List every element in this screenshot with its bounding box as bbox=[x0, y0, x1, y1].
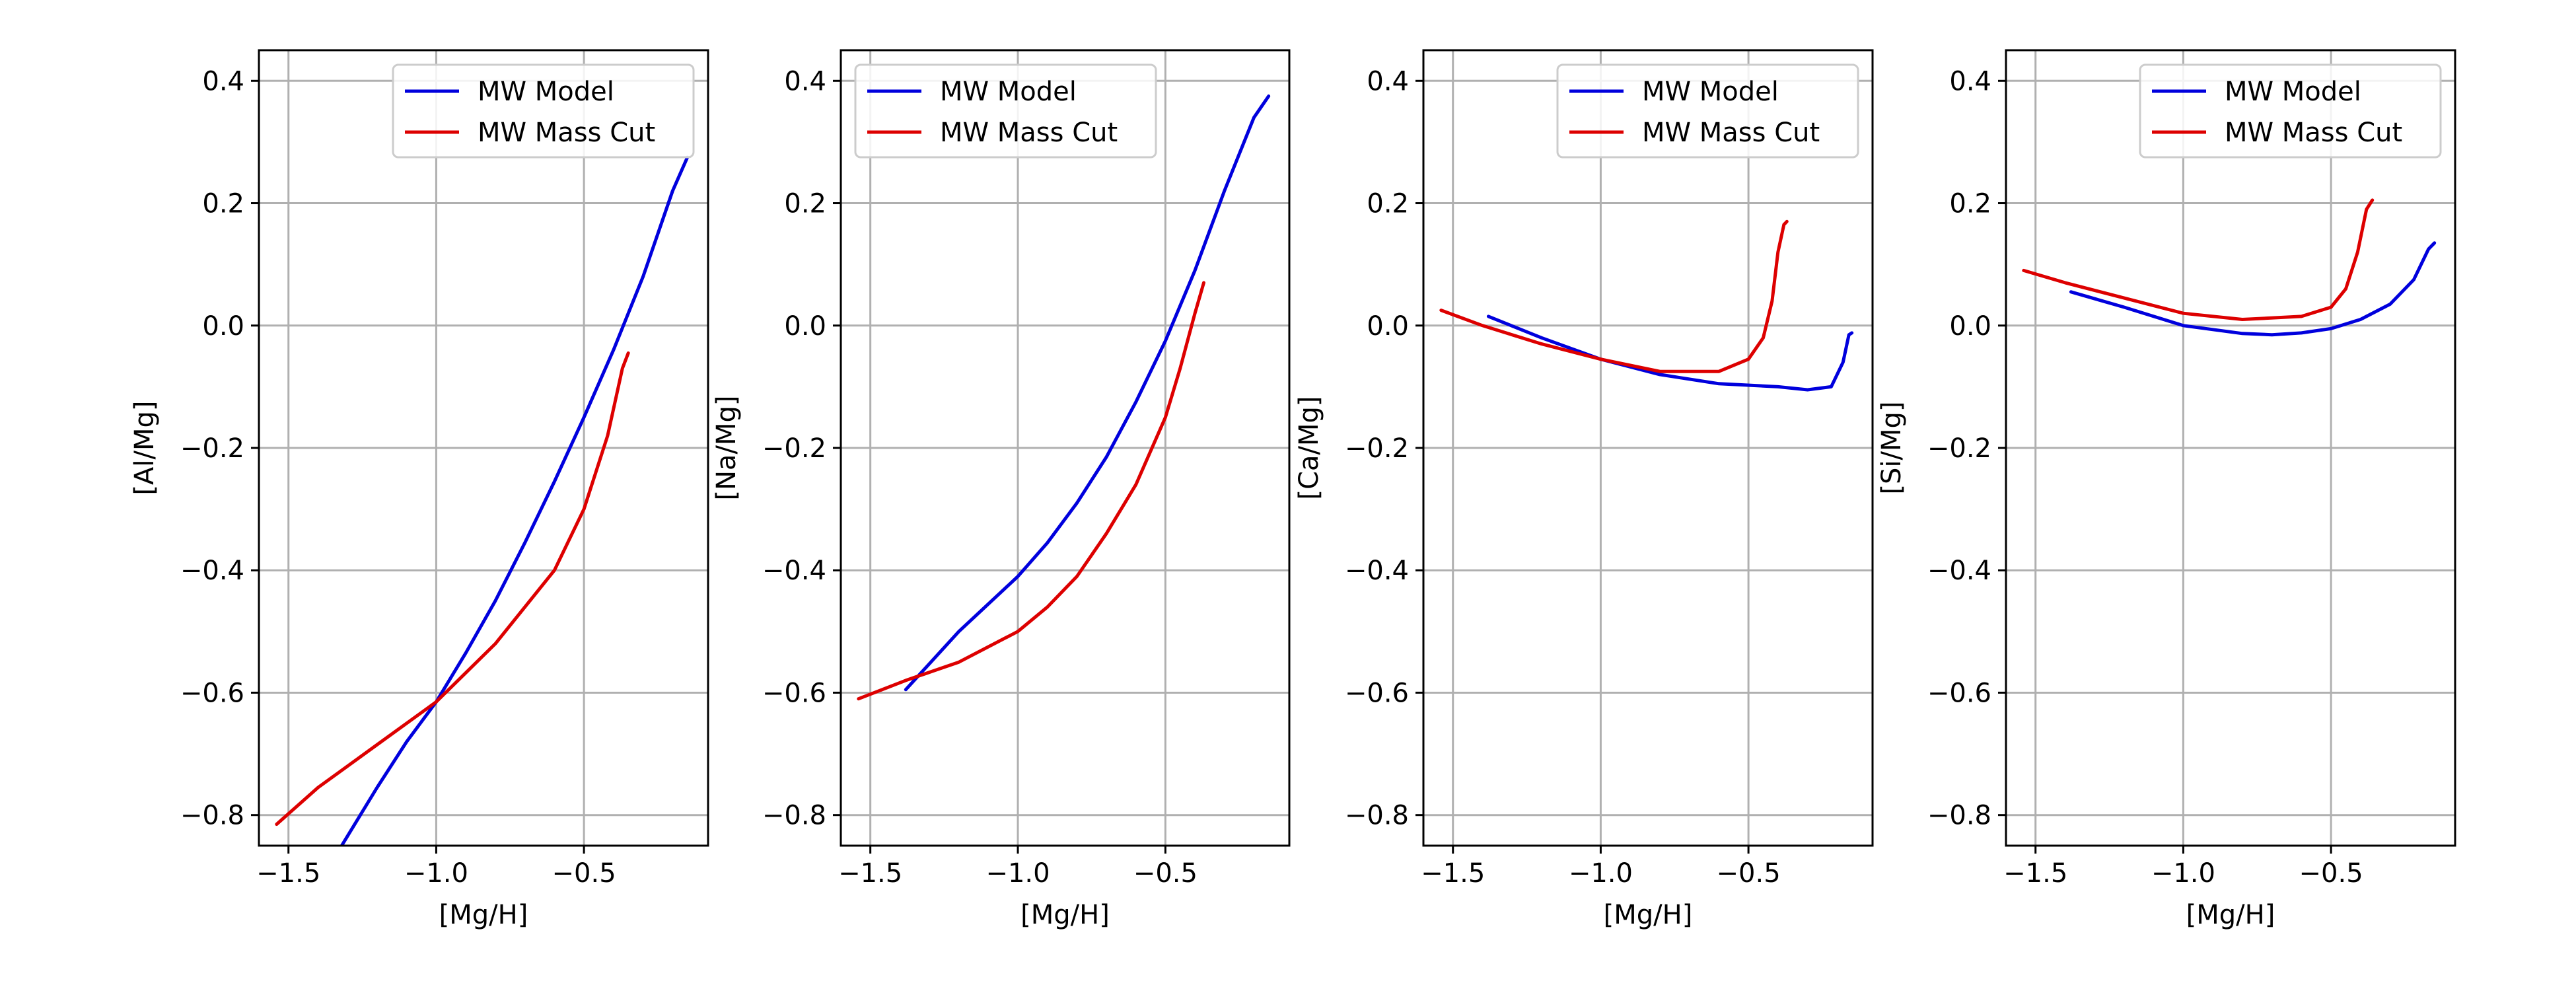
y-tick-label: −0.8 bbox=[1345, 801, 1409, 831]
legend-entry: MW Mass Cut bbox=[478, 118, 655, 148]
y-tick-label: −0.6 bbox=[762, 678, 826, 708]
y-tick-label: 0.4 bbox=[1949, 66, 1991, 96]
y-axis-label: [Ca/Mg] bbox=[1294, 396, 1324, 499]
legend-entry: MW Model bbox=[1642, 77, 1779, 107]
series-line-mw-mass-cut bbox=[1439, 219, 1789, 373]
x-tick-label: −1.5 bbox=[256, 858, 320, 889]
x-axis-label: [Mg/H] bbox=[1020, 900, 1110, 930]
x-tick-label: −0.5 bbox=[1133, 858, 1198, 889]
y-tick-label: 0.0 bbox=[1949, 311, 1991, 342]
legend: MW Model MW Mass Cut bbox=[854, 63, 1157, 159]
series-line-mw-mass-cut bbox=[2022, 198, 2375, 321]
series-line-mw-mass-cut bbox=[275, 351, 630, 826]
y-tick-label: 0.0 bbox=[784, 311, 826, 342]
legend-entry: MW Model bbox=[2225, 77, 2361, 107]
x-tick-label: −1.0 bbox=[404, 858, 468, 889]
y-tick-label: 0.2 bbox=[1367, 189, 1409, 219]
y-axis-label: [Na/Mg] bbox=[711, 395, 742, 500]
x-axis-label: [Mg/H] bbox=[2186, 900, 2275, 930]
y-tick-label: 0.4 bbox=[202, 66, 244, 96]
legend: MW Model MW Mass Cut bbox=[1556, 63, 1859, 159]
y-tick-label: −0.8 bbox=[762, 801, 826, 831]
y-tick-label: 0.2 bbox=[784, 189, 826, 219]
series-line-mw-model bbox=[1486, 314, 1854, 392]
y-tick-label: −0.4 bbox=[1927, 556, 1991, 586]
legend-box bbox=[2139, 63, 2442, 159]
legend-box bbox=[854, 63, 1157, 159]
y-tick-label: −0.4 bbox=[1345, 556, 1409, 586]
y-tick-label: −0.8 bbox=[180, 801, 244, 831]
y-tick-label: 0.4 bbox=[784, 66, 826, 96]
x-tick-label: −0.5 bbox=[1717, 858, 1781, 889]
y-tick-label: −0.2 bbox=[180, 433, 244, 464]
x-tick-label: −1.5 bbox=[1421, 858, 1485, 889]
x-tick-label: −1.5 bbox=[2003, 858, 2067, 889]
x-tick-label: −1.0 bbox=[2151, 858, 2215, 889]
y-tick-label: −0.4 bbox=[180, 556, 244, 586]
x-axis-label: [Mg/H] bbox=[1604, 900, 1693, 930]
y-tick-label: 0.2 bbox=[1949, 189, 1991, 219]
y-tick-label: −0.2 bbox=[762, 433, 826, 464]
y-tick-label: 0.0 bbox=[202, 311, 244, 342]
legend-entry: MW Mass Cut bbox=[940, 118, 1118, 148]
y-axis-label: [Si/Mg] bbox=[1877, 401, 1907, 494]
series-line-mw-mass-cut bbox=[857, 281, 1205, 701]
x-tick-label: −1.5 bbox=[838, 858, 902, 889]
x-tick-label: −0.5 bbox=[2299, 858, 2363, 889]
chart-panel-2: −1.5 −1.0 −0.5 −0.8 −0.6 −0.4 −0.2 0.0 0.2 0.4 [Mg… bbox=[711, 49, 1291, 930]
y-tick-label: −0.6 bbox=[180, 678, 244, 708]
y-axis-label: [Al/Mg] bbox=[129, 400, 160, 495]
legend-entry: MW Mass Cut bbox=[1642, 118, 1820, 148]
series-line-mw-model bbox=[2069, 241, 2437, 337]
y-tick-label: −0.6 bbox=[1927, 678, 1991, 708]
legend: MW Model MW Mass Cut bbox=[392, 63, 695, 159]
y-tick-label: −0.4 bbox=[762, 556, 826, 586]
chart-panel-3: −1.5 −1.0 −0.5 −0.8 −0.6 −0.4 −0.2 0.0 0.2 0.4 [Mg… bbox=[1294, 49, 1874, 930]
y-tick-label: −0.2 bbox=[1927, 433, 1991, 464]
legend-entry: MW Model bbox=[940, 77, 1077, 107]
legend-entry: MW Model bbox=[478, 77, 614, 107]
legend-box bbox=[392, 63, 695, 159]
y-tick-label: 0.4 bbox=[1367, 66, 1409, 96]
y-tick-label: 0.2 bbox=[202, 189, 244, 219]
y-tick-label: −0.2 bbox=[1345, 433, 1409, 464]
x-tick-label: −1.0 bbox=[985, 858, 1050, 889]
legend-box bbox=[1556, 63, 1859, 159]
x-tick-label: −1.0 bbox=[1569, 858, 1633, 889]
legend-entry: MW Mass Cut bbox=[2225, 118, 2402, 148]
series-line-mw-model bbox=[340, 155, 690, 846]
series-line-mw-model bbox=[904, 94, 1271, 692]
chart-panel-4: −1.5 −1.0 −0.5 −0.8 −0.6 −0.4 −0.2 0.0 0.2 0.4 [Mg… bbox=[1877, 49, 2456, 930]
x-axis-label: [Mg/H] bbox=[439, 900, 528, 930]
chart-panel-1: −1.5 −1.0 −0.5 −0.8 −0.6 −0.4 −0.2 0.0 0.2 0.4 [Mg… bbox=[129, 49, 709, 930]
y-tick-label: −0.8 bbox=[1927, 801, 1991, 831]
y-tick-label: 0.0 bbox=[1367, 311, 1409, 342]
x-tick-label: −0.5 bbox=[552, 858, 616, 889]
legend: MW Model MW Mass Cut bbox=[2139, 63, 2442, 159]
y-tick-label: −0.6 bbox=[1345, 678, 1409, 708]
